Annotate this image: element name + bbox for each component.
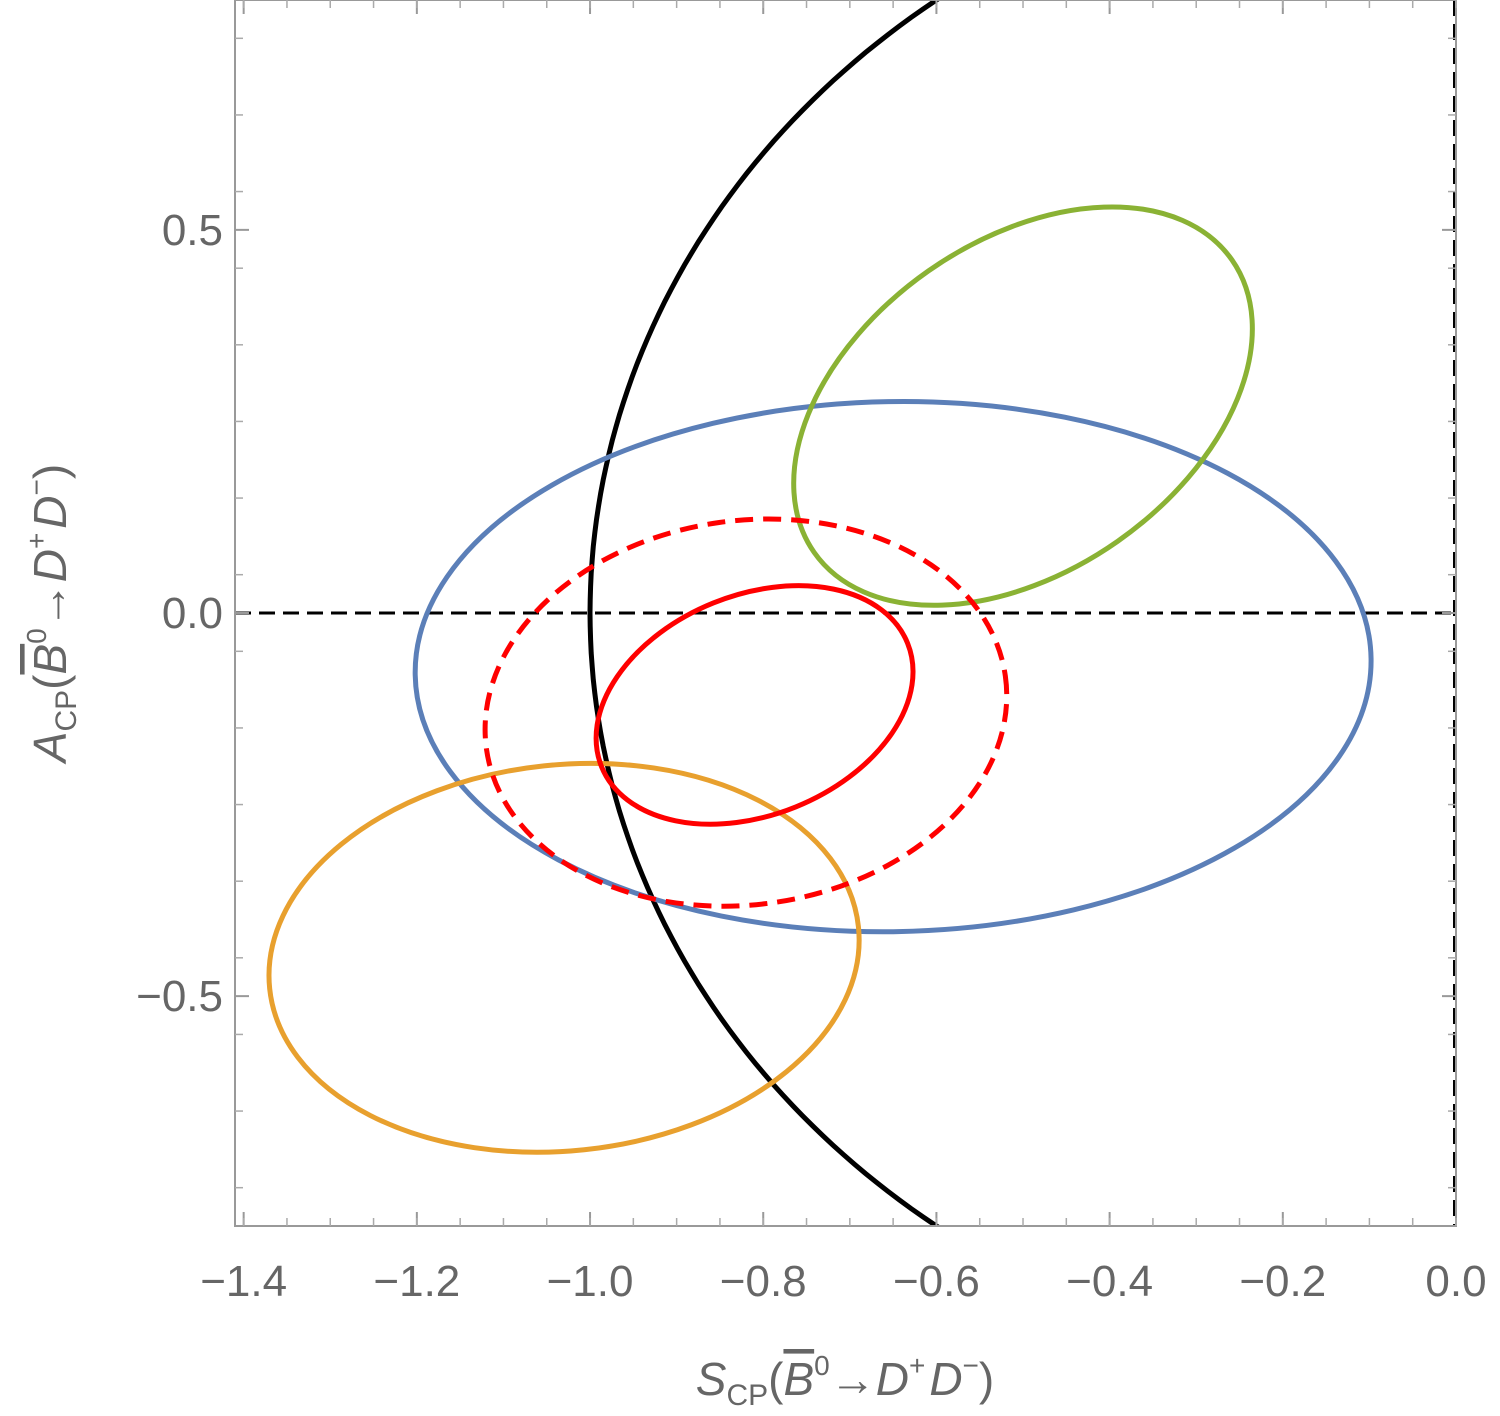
y-tick-label: 0.0 [162, 589, 223, 638]
contour-ellipse-1 [791, 204, 1255, 608]
x-tick-label: −1.0 [547, 1257, 634, 1306]
contour-ellipse-2 [266, 760, 862, 1155]
contour-ellipse-4 [482, 516, 1010, 909]
plot-area [235, 0, 1456, 1226]
x-tick-label: −1.2 [373, 1257, 460, 1306]
contour-ellipse-3 [593, 583, 916, 827]
tick-labels: −1.4 −1.2 −1.0 −0.8 −0.6 −0.4 −0.2 0.0 0.5 0.0 −0.… [136, 206, 1486, 1306]
unit-circle-curve [587, 0, 942, 1226]
y-tick-label: 0.5 [162, 206, 223, 255]
x-tick-label: −0.2 [1239, 1257, 1326, 1306]
tick-marks [235, 0, 1457, 1226]
x-tick-label: −0.6 [893, 1257, 980, 1306]
x-tick-label: −1.4 [200, 1257, 287, 1306]
y-axis-label: ACP(B0→D+D−) [21, 464, 83, 765]
x-tick-label: 0.0 [1425, 1257, 1486, 1306]
x-tick-label: −0.4 [1066, 1257, 1153, 1306]
x-axis-label: SCP(B0→D+D−) [696, 1350, 994, 1412]
x-tick-label: −0.8 [720, 1257, 807, 1306]
y-tick-label: −0.5 [136, 972, 223, 1021]
contour-ellipse-0 [412, 399, 1374, 935]
